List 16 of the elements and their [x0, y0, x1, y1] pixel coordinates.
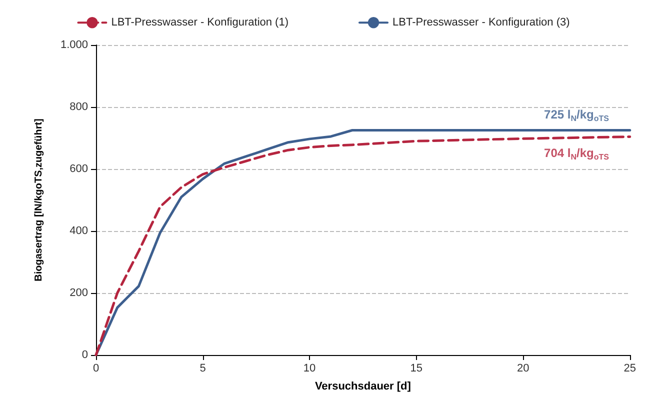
x-tick-label: 25: [624, 362, 636, 374]
x-tick-label: 10: [303, 362, 316, 374]
y-tick-label: 600: [70, 163, 88, 175]
x-tick-label: 0: [92, 362, 100, 374]
legend-label: LBT-Presswasser - Konfiguration (1): [111, 16, 289, 29]
y-tick-label: 0: [82, 349, 88, 361]
y-tick-label: 1.000: [60, 39, 88, 51]
y-axis-title: Biogasertrag [lN/kgoTS,zugeführt]: [34, 118, 44, 282]
y-tick-label: 800: [70, 101, 88, 113]
x-tick-label: 5: [200, 362, 206, 374]
x-tick-label: 15: [410, 362, 422, 374]
y-tick-label: 400: [70, 225, 88, 237]
x-tick-label: 20: [516, 362, 530, 374]
x-axis-title: Versuchsdauer [d]: [314, 380, 412, 392]
y-tick-label: 200: [70, 287, 88, 299]
legend-label: LBT-Presswasser - Konfiguration (3): [392, 16, 570, 29]
